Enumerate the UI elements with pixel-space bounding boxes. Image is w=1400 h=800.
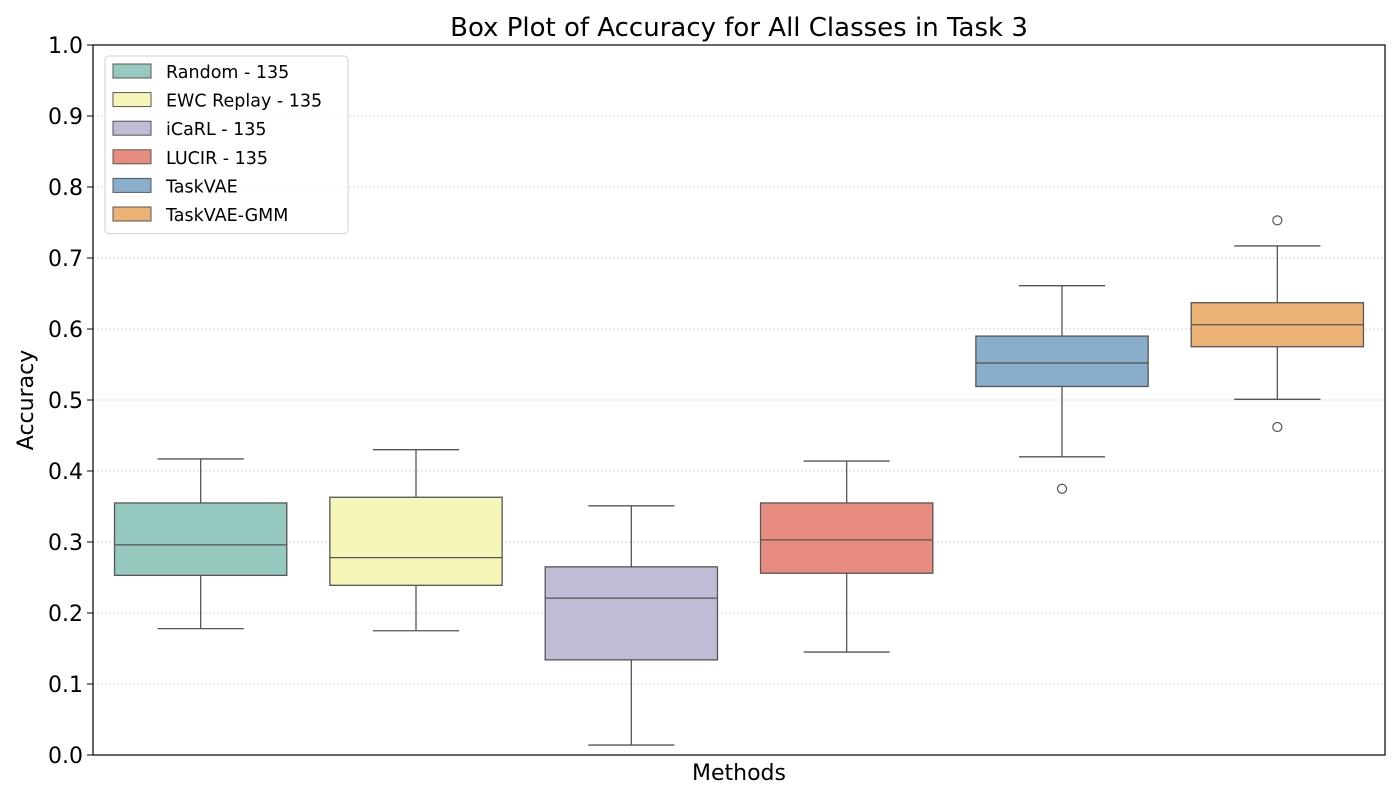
- box-3: [544, 505, 719, 746]
- legend-item: TaskVAE-GMM: [112, 206, 288, 226]
- legend-item: TaskVAE: [112, 177, 238, 197]
- boxes: [113, 215, 1365, 746]
- legend-label: iCaRL - 135: [166, 120, 267, 140]
- outlier-point: [1272, 215, 1283, 226]
- legend-swatch: [112, 120, 152, 136]
- legend-swatch: [112, 177, 152, 193]
- legend-label: LUCIR - 135: [166, 149, 268, 169]
- x-axis-label: Methods: [692, 761, 786, 786]
- legend-label: EWC Replay - 135: [166, 92, 322, 112]
- box-2: [329, 449, 503, 632]
- y-tick-label: 0.8: [48, 176, 83, 201]
- iqr-box: [329, 496, 503, 586]
- y-tick-label: 0.3: [48, 531, 83, 556]
- box-6: [1190, 215, 1365, 433]
- legend-item: iCaRL - 135: [112, 120, 267, 140]
- y-tick-label: 0.7: [48, 247, 83, 272]
- y-tick-label: 0.4: [48, 460, 83, 485]
- iqr-box: [544, 566, 719, 661]
- chart-title: Box Plot of Accuracy for All Classes in …: [450, 13, 1028, 43]
- y-tick-label: 0.1: [48, 673, 83, 698]
- y-axis-label: Accuracy: [14, 350, 39, 450]
- legend-swatch: [112, 149, 152, 165]
- legend-swatch: [112, 63, 152, 79]
- iqr-box: [113, 502, 288, 577]
- box-4: [759, 460, 934, 653]
- y-tick-label: 0.0: [48, 744, 83, 769]
- iqr-box: [759, 502, 934, 574]
- legend: Random - 135 EWC Replay - 135 iCaRL - 135 L…: [104, 55, 349, 235]
- outlier-point: [1272, 421, 1283, 433]
- y-tick-label: 0.9: [48, 105, 83, 130]
- axes: 0.0 0.1 0.2 0.3 0.4 0.5 0.6 0.7 0.8 0.9 1.0: [48, 34, 1386, 769]
- legend-label: Random - 135: [166, 63, 289, 83]
- legend-item: EWC Replay - 135: [112, 92, 322, 112]
- iqr-box: [975, 335, 1149, 388]
- y-tick-label: 0.2: [48, 602, 83, 627]
- y-tick-label: 1.0: [48, 34, 83, 59]
- box-5: [975, 285, 1149, 494]
- y-tick-label: 0.6: [48, 318, 83, 343]
- plot-frame: [92, 44, 1386, 756]
- legend-swatch: [112, 92, 152, 108]
- outlier-point: [1056, 483, 1068, 494]
- y-tick-label: 0.5: [48, 389, 83, 414]
- legend-item: Random - 135: [112, 63, 289, 83]
- legend-item: LUCIR - 135: [112, 149, 268, 169]
- legend-label: TaskVAE: [165, 177, 238, 197]
- legend-label: TaskVAE-GMM: [165, 206, 288, 226]
- box-1: [113, 458, 288, 630]
- legend-frame: [104, 55, 349, 235]
- legend-swatch: [112, 206, 152, 222]
